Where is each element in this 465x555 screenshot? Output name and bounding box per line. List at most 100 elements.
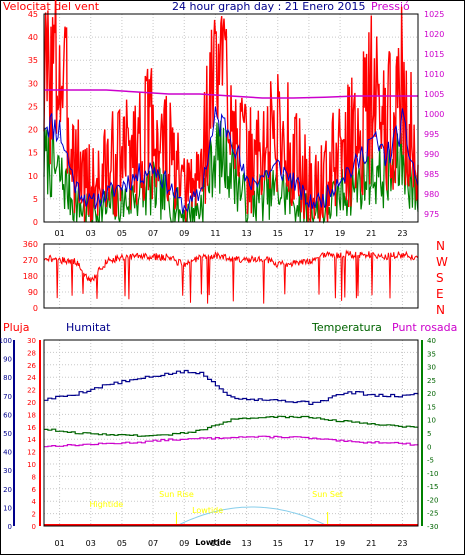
- wind-direction-degree-label: 270: [23, 256, 38, 265]
- rain-tick-label: 2: [32, 511, 36, 519]
- temperature-tick-label: 35: [427, 350, 436, 358]
- sun-tide-annotations: Sun Rise Sun Set Hightide Lowtide Lowtide: [89, 490, 343, 547]
- x-tick-label: 07: [148, 539, 158, 548]
- temperature-tick-label: -5: [427, 457, 434, 465]
- x-tick-label: 11: [210, 539, 220, 548]
- humidity-tick-label: 70: [3, 393, 12, 401]
- pressure-tick-labels: 975 980 985 990 995 1000 1005 1010 1015 1020 1025: [424, 10, 444, 219]
- rain-tick-label: 12: [27, 449, 36, 457]
- temperature-tick-label: 20: [427, 390, 436, 398]
- humidity-tick-label: 10: [3, 504, 12, 512]
- wind-speed-tick-label: 5: [33, 195, 38, 204]
- annotation-label: Lowtide: [192, 506, 223, 515]
- wind-direction-line: [43, 249, 419, 304]
- pressure-tick-label: 995: [424, 130, 439, 139]
- pressure-line: [44, 89, 418, 99]
- humidity-tick-label: 20: [3, 486, 12, 494]
- rain-tick-label: 0: [32, 523, 36, 531]
- wind-pressure-frame: [43, 13, 419, 223]
- pressure-tick-label: 1015: [424, 50, 444, 59]
- wind-speed-tick-label: 10: [28, 172, 38, 181]
- rain-tick-label: 6: [32, 486, 37, 494]
- humidity-tick-labels: 0 10 20 30 40 50 60 70 80 90 100: [0, 337, 12, 531]
- x-tick-label: 23: [397, 539, 407, 548]
- temperature-tick-labels: -30 -25 -20 -15 -10 -5 0 5 10 15 20 25 30 35 40: [427, 337, 438, 531]
- rain-tick-label: 20: [27, 399, 36, 407]
- x-tick-label: 21: [366, 539, 376, 548]
- pressure-tick-label: 990: [424, 150, 439, 159]
- x-tick-label: 01: [54, 229, 64, 238]
- wind-direction-degree-labels: 0 90 180 270 360: [23, 240, 38, 313]
- pressure-tick-label: 1000: [424, 110, 444, 119]
- humidity-temperature-series: [44, 369, 419, 526]
- rain-tick-label: 30: [27, 337, 36, 345]
- pressure-tick-label: 985: [424, 170, 439, 179]
- temperature-tick-label: 10: [427, 417, 436, 425]
- humidity-temperature-frame: [43, 339, 419, 527]
- x-tick-label: 09: [179, 229, 189, 238]
- rain-tick-label: 16: [27, 424, 36, 432]
- pressure-tick-label: 980: [424, 190, 439, 199]
- wind-speed-tick-label: 35: [28, 56, 38, 65]
- humidity-tick-label: 40: [3, 449, 12, 457]
- x-tick-label: 13: [241, 229, 251, 238]
- humidity-tick-label: 30: [3, 467, 12, 475]
- wind-average-line: [43, 106, 419, 214]
- x-tick-label: 07: [148, 229, 158, 238]
- temperature-tick-label: -20: [427, 496, 438, 504]
- wind-speed-line: [43, 0, 419, 223]
- temperature-tick-label: -30: [427, 523, 438, 531]
- x-tick-label: 15: [273, 539, 283, 548]
- pressure-tick-label: 1010: [424, 70, 444, 79]
- wind-speed-axis-title: Velocitat del vent: [3, 0, 100, 13]
- pressure-tick-label: 1020: [424, 30, 444, 39]
- pressure-tick-label: 1005: [424, 90, 444, 99]
- x-tick-label: 15: [273, 229, 283, 238]
- rain-tick-label: 4: [32, 498, 37, 506]
- rain-tick-label: 24: [27, 374, 36, 382]
- temperature-tick-label: 15: [427, 403, 436, 411]
- dewpoint-line: [44, 435, 419, 448]
- x-tick-label: 23: [397, 229, 407, 238]
- wind-direction-frame: [43, 243, 419, 309]
- chart-title: 24 hour graph day : 21 Enero 2015: [172, 0, 366, 13]
- compass-label: E: [436, 287, 444, 301]
- temperature-tick-label: 30: [427, 364, 436, 372]
- x-tick-label: 03: [86, 539, 96, 548]
- annotation-label: Lowtide: [195, 538, 231, 547]
- temperature-line: [44, 415, 419, 437]
- wind-speed-tick-label: 45: [28, 10, 38, 19]
- compass-label: W: [436, 255, 448, 269]
- wind-speed-tick-label: 40: [28, 33, 38, 42]
- temperature-tick-label: 25: [427, 377, 436, 385]
- humidity-tick-label: 80: [3, 374, 12, 382]
- rain-axis-title: Pluja: [3, 321, 29, 334]
- humidity-temperature-x-tick-labels: 01 03 05 07 09 11 13 15 17 19 21 23: [54, 539, 407, 548]
- wind-pressure-series: [43, 0, 419, 224]
- pressure-tick-label: 1025: [424, 10, 444, 19]
- wind-direction-degree-label: 0: [33, 304, 38, 313]
- pressure-axis-title: Pressió: [371, 0, 410, 13]
- wind-speed-tick-label: 30: [28, 79, 38, 88]
- x-tick-label: 19: [335, 539, 345, 548]
- wind-speed-tick-label: 15: [28, 149, 38, 158]
- temperature-axis-title: Temperatura: [311, 321, 382, 334]
- rain-tick-label: 14: [27, 436, 36, 444]
- sun-elevation-area: [175, 506, 329, 527]
- x-tick-label: 13: [241, 539, 251, 548]
- x-tick-label: 11: [210, 229, 220, 238]
- humidity-line: [44, 369, 419, 405]
- wind-pressure-x-tick-labels: 01 03 05 07 09 11 13 15 17 19 21 23: [54, 229, 407, 238]
- x-tick-label: 05: [117, 539, 127, 548]
- temperature-tick-label: 40: [427, 337, 436, 345]
- rain-tick-label: 18: [27, 411, 36, 419]
- x-tick-label: 19: [335, 229, 345, 238]
- compass-label: S: [436, 271, 444, 285]
- humidity-tick-label: 50: [3, 430, 12, 438]
- temperature-tick-label: -25: [427, 510, 438, 518]
